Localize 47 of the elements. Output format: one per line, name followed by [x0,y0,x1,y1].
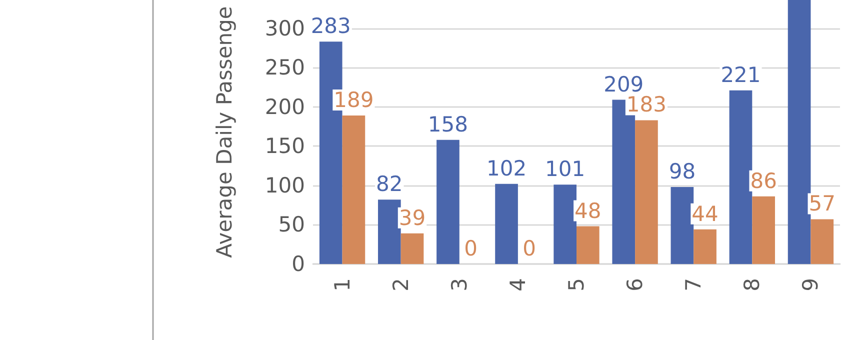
bar [752,196,776,264]
data-label: 101 [545,157,586,182]
data-label: 158 [428,112,468,136]
x-tick-label: 1 [330,278,354,292]
bar [378,200,401,264]
data-label: 102 [486,156,527,180]
y-tick-label: 50 [278,212,305,237]
data-label: 39 [398,206,426,230]
x-tick-label: 4 [506,278,530,292]
x-tick-label: 8 [740,278,764,292]
x-tick-label: 5 [564,278,588,292]
y-tick-label: 200 [264,94,305,119]
bar [729,90,752,264]
data-label: 183 [626,92,667,117]
y-tick-label: 0 [292,252,305,276]
y-tick-label: 100 [264,173,305,198]
data-label: 221 [720,62,761,87]
bar [400,233,424,264]
y-tick-label: 250 [264,56,305,80]
data-label: 0 [522,236,536,260]
y-axis-title: Average Daily Passenge [212,6,236,258]
data-label: 57 [808,192,836,216]
data-label: 48 [574,198,602,223]
data-label: 86 [750,168,777,193]
bar [436,140,460,264]
bar [810,219,834,264]
x-tick-label: 3 [447,278,472,292]
bar [495,184,518,264]
bar [788,0,811,264]
x-tick-label: 2 [388,278,413,292]
bar [694,229,716,264]
data-label: 82 [376,172,403,196]
data-label: 44 [692,202,718,226]
x-tick-label: 9 [798,278,823,292]
bar [670,187,694,264]
x-tick-label: 6 [623,278,648,292]
data-label: 189 [334,88,374,112]
y-tick-label: 300 [264,16,305,40]
bar [576,226,600,264]
bar [554,184,576,264]
data-label: 283 [310,14,351,38]
y-tick-label: 150 [264,134,305,158]
data-label: 0 [464,236,478,260]
data-label: 98 [668,160,696,184]
bar [635,120,658,264]
x-tick-label: 7 [682,278,706,292]
bar [342,116,366,264]
